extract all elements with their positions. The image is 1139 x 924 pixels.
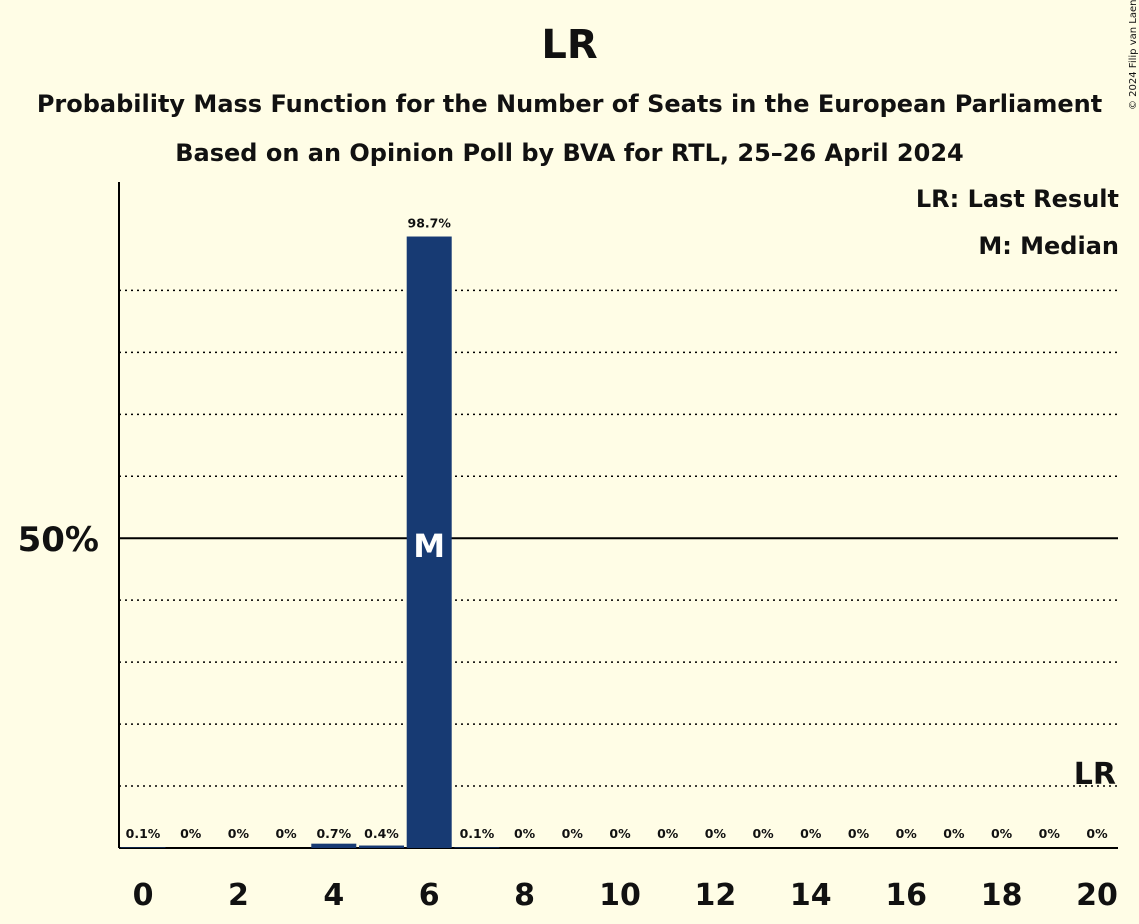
chart-title: LR (541, 22, 598, 68)
x-tick-label: 12 (695, 878, 737, 913)
bar-value-label: 0% (1039, 826, 1061, 841)
bar-seat-5 (359, 845, 404, 848)
bar-value-label: 0% (180, 826, 202, 841)
x-tick-label: 20 (1076, 878, 1118, 913)
bar-value-label: 0.4% (364, 826, 399, 841)
bar-value-label: 0.7% (316, 826, 351, 841)
x-tick-label: 18 (981, 878, 1023, 913)
bar-value-label: 0% (609, 826, 631, 841)
bar-value-label: 0% (514, 826, 536, 841)
chart-source: Based on an Opinion Poll by BVA for RTL,… (175, 139, 964, 167)
x-tick-label: 14 (790, 878, 832, 913)
x-tick-label: 2 (228, 878, 249, 913)
bar-value-label: 0% (1086, 826, 1108, 841)
bar-value-label: 0% (800, 826, 822, 841)
bar-value-label: 98.7% (408, 216, 452, 231)
bar-value-label: 0% (275, 826, 297, 841)
bar-value-label: 0% (943, 826, 965, 841)
y-tick-label: 50% (18, 520, 99, 560)
chart-subtitle: Probability Mass Function for the Number… (36, 90, 1103, 118)
bar-value-label: 0% (657, 826, 679, 841)
x-tick-label: 4 (323, 878, 344, 913)
bar-value-label: 0% (991, 826, 1013, 841)
legend-median: M: Median (978, 232, 1119, 260)
last-result-marker: LR (1074, 757, 1116, 792)
bar-value-label: 0% (228, 826, 250, 841)
bar-seat-7 (454, 847, 500, 848)
bar-seat-0 (120, 847, 166, 848)
bar-value-label: 0.1% (460, 826, 495, 841)
bar-seat-4 (311, 843, 357, 848)
x-tick-label: 10 (599, 878, 641, 913)
bar-value-label: 0% (848, 826, 870, 841)
x-tick-label: 8 (514, 878, 535, 913)
bar-value-label: 0% (896, 826, 918, 841)
x-tick-label: 6 (419, 878, 440, 913)
bar-value-label: 0% (705, 826, 727, 841)
bar-value-label: 0% (562, 826, 584, 841)
bar-seat-6 (406, 236, 452, 849)
median-marker: M (413, 527, 445, 565)
legend-last-result: LR: Last Result (915, 185, 1119, 213)
x-tick-label: 0 (133, 878, 154, 913)
bar-value-label: 0% (752, 826, 774, 841)
bar-value-label: 0.1% (126, 826, 161, 841)
x-tick-label: 16 (885, 878, 927, 913)
